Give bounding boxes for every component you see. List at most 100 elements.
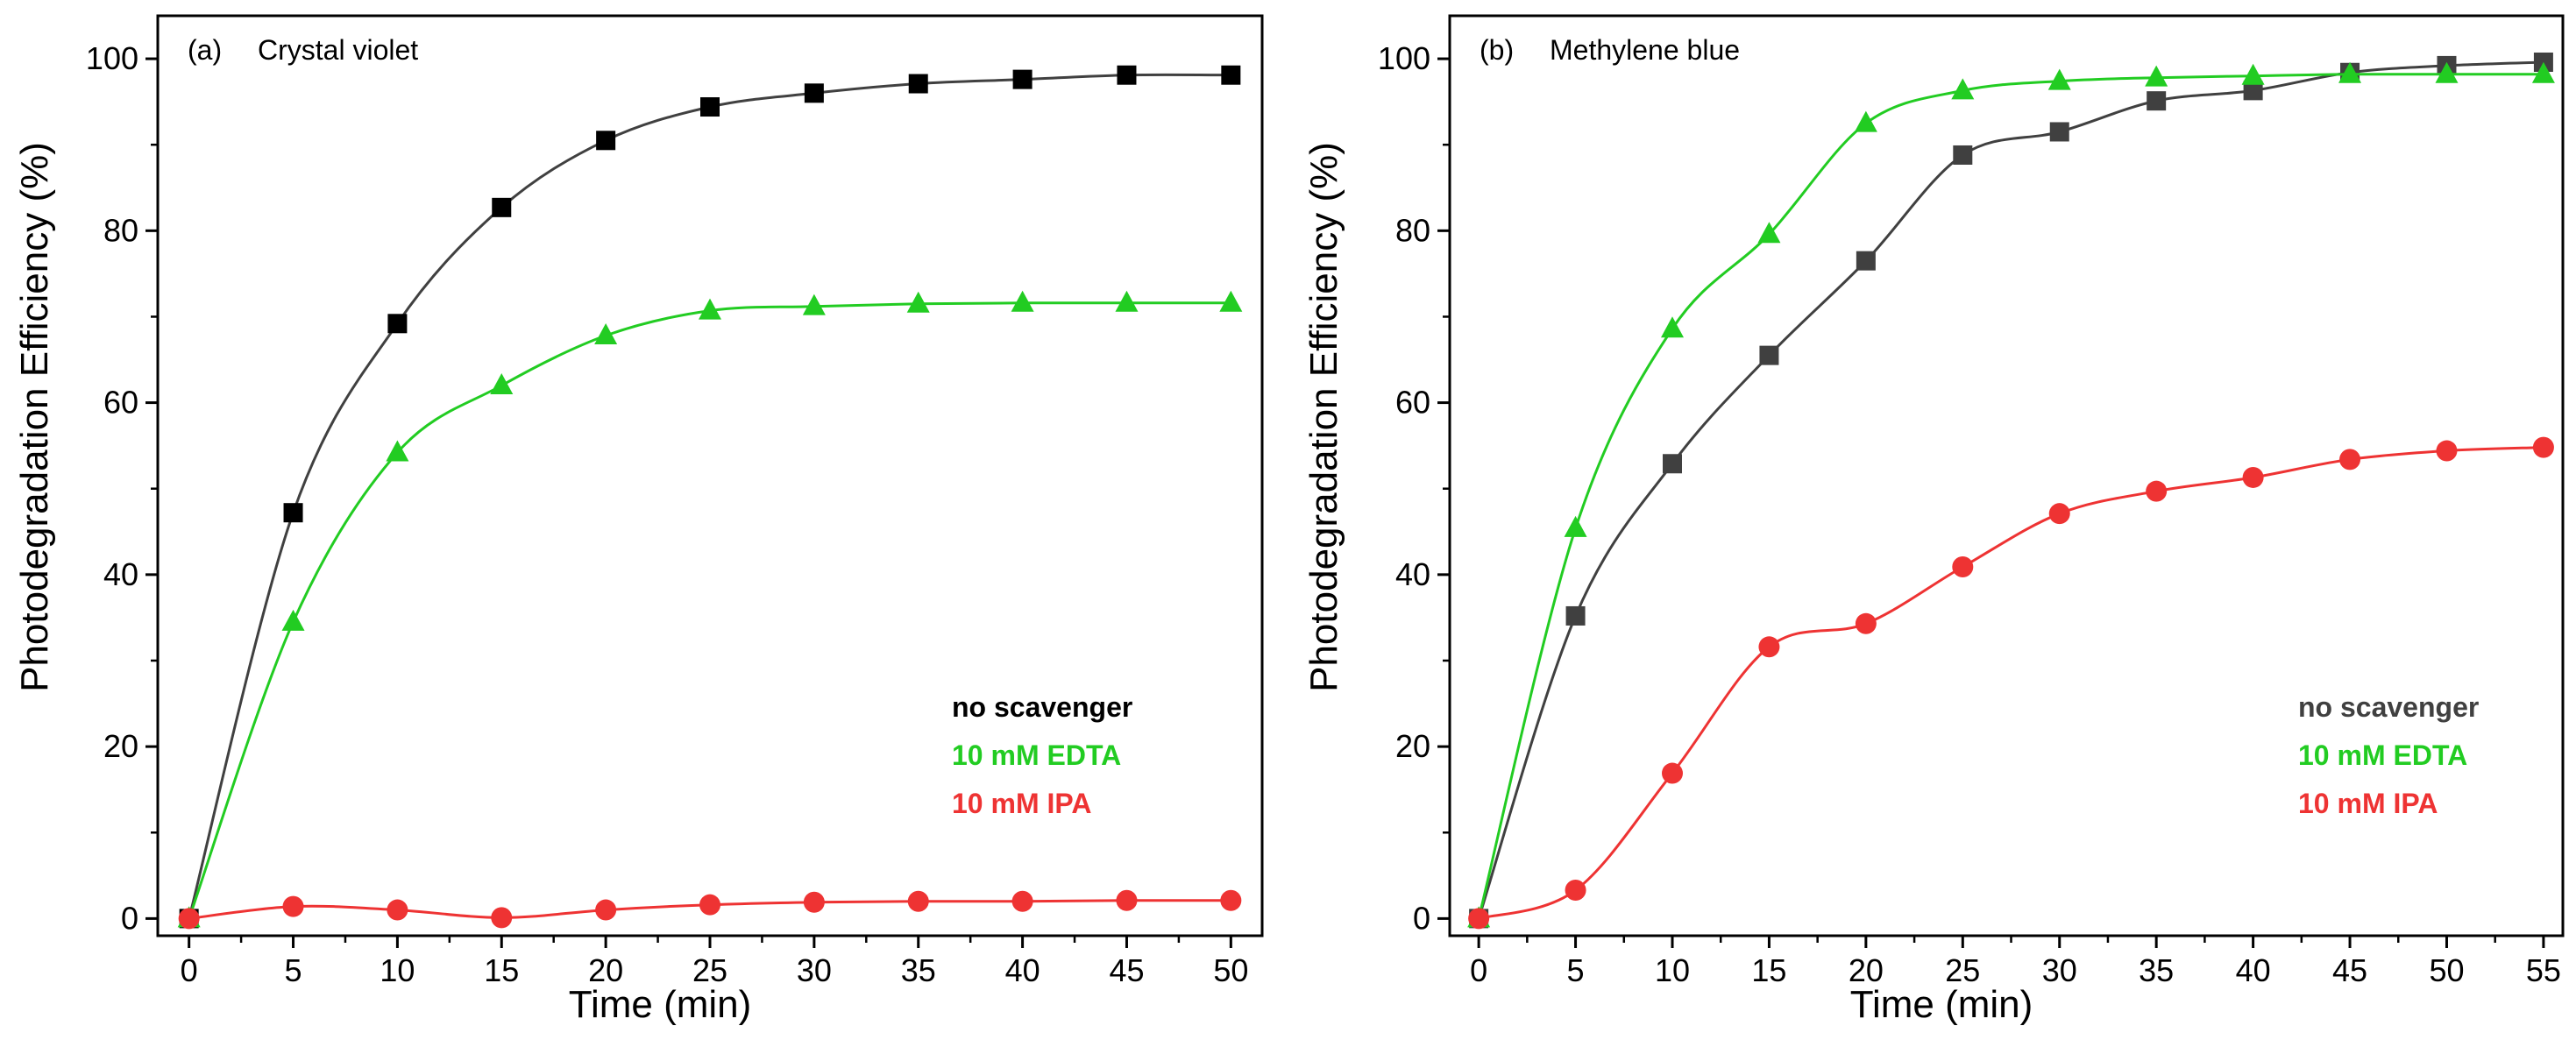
panel-a-data-point-edta — [490, 372, 514, 394]
panel-a-x-tick-label: 10 — [380, 952, 415, 988]
panel-b-y-tick-label: 100 — [1378, 40, 1430, 76]
panel-b-title: Methylene blue — [1550, 34, 1740, 66]
panel-a-y-axis-title: Photodegradation Efficiency (%) — [13, 142, 56, 692]
panel-b-y-tick-label: 40 — [1395, 556, 1430, 592]
panel-a-data-point-ipa — [1011, 890, 1033, 912]
panel-b-y-tick-label: 20 — [1395, 728, 1430, 764]
panel-a-x-tick-label: 20 — [588, 952, 623, 988]
panel-b-x-tick-label: 25 — [1945, 952, 1980, 988]
panel-b-data-point-edta — [2047, 68, 2071, 90]
panel-b-x-tick-label: 15 — [1751, 952, 1786, 988]
panel-b-y-tick-label: 80 — [1395, 212, 1430, 248]
panel-a-data-point-no-scavenger — [700, 97, 720, 117]
panel-b-y-tick-label: 60 — [1395, 385, 1430, 421]
panel-a-data-point-ipa — [699, 894, 720, 916]
panel-b-data-point-ipa — [1662, 762, 1683, 784]
panel-a-data-point-no-scavenger — [596, 131, 616, 151]
panel-b-data-point-ipa — [2339, 449, 2361, 470]
panel-b-x-tick-label: 10 — [1655, 952, 1690, 988]
panel-b-data-point-ipa — [1565, 879, 1586, 901]
panel-a-y-tick-label: 100 — [86, 40, 138, 76]
panel-a-data-point-edta — [1219, 290, 1243, 312]
panel-b-data-point-edta — [2241, 63, 2265, 85]
panel-a-data-point-edta — [594, 323, 618, 345]
panel-a-x-axis-title: Time (min) — [569, 983, 752, 1026]
panel-b-x-tick-label: 50 — [2429, 952, 2464, 988]
panel-a-data-point-ipa — [1220, 889, 1242, 911]
panel-a-title: Crystal violet — [258, 34, 418, 66]
panel-b-data-point-ipa — [1758, 636, 1780, 658]
panel-a-data-point-ipa — [491, 907, 513, 929]
panel-b-x-axis-title: Time (min) — [1850, 983, 2033, 1026]
panel-a-x-tick-label: 50 — [1213, 952, 1248, 988]
panel-b-data-point-ipa — [2242, 466, 2264, 488]
panel-a-data-point-edta — [1115, 290, 1139, 312]
panel-a-x-tick-label: 0 — [181, 952, 198, 988]
panel-b-data-point-edta — [1951, 78, 1975, 100]
panel-a-data-point-edta — [906, 291, 930, 313]
panel-a-data-point-no-scavenger — [1117, 65, 1137, 85]
panel-b-data-point-ipa — [1468, 908, 1490, 930]
panel-b-data-point-edta — [2435, 61, 2459, 83]
panel-a-data-point-edta — [281, 609, 305, 631]
panel-a-x-tick-label: 45 — [1109, 952, 1144, 988]
panel-a-data-point-edta — [699, 298, 721, 320]
panel-b-data-point-edta — [1757, 222, 1781, 244]
panel-b-data-point-edta — [2145, 65, 2168, 87]
panel-a-data-point-edta — [386, 440, 409, 462]
panel-b-x-tick-label: 0 — [1470, 952, 1487, 988]
panel-b-data-point-no-scavenger — [2049, 122, 2069, 142]
panel-a-y-tick-label: 80 — [103, 212, 138, 248]
panel-a-crystal-violet: (a) Crystal violet Time (min) Photodegra… — [13, 14, 1264, 1026]
panel-b-x-tick-label: 45 — [2332, 952, 2367, 988]
panel-b-x-tick-label: 40 — [2236, 952, 2271, 988]
panel-b-x-tick-label: 20 — [1849, 952, 1884, 988]
panel-b-data-point-no-scavenger — [1565, 605, 1586, 626]
panel-b-legend-ipa: 10 mM IPA — [2298, 788, 2438, 819]
panel-b-data-point-ipa — [2532, 436, 2554, 458]
panel-b-y-axis-title: Photodegradation Efficiency (%) — [1302, 142, 1345, 692]
panel-a-data-point-ipa — [1116, 889, 1138, 911]
panel-b-data-point-edta — [1854, 110, 1877, 132]
panel-a-data-point-ipa — [282, 895, 304, 917]
panel-a-data-point-ipa — [595, 899, 617, 921]
panel-b-data-point-no-scavenger — [1663, 454, 1682, 474]
panel-b-methylene-blue: (b) Methylene blue Time (min) Photodegra… — [1302, 14, 2565, 1026]
panel-b-series-line-ipa — [1478, 446, 2544, 920]
panel-b-data-point-ipa — [2146, 480, 2168, 502]
panel-a-plot-frame — [156, 14, 1264, 937]
panel-a-data-point-no-scavenger — [804, 83, 824, 103]
panel-a-data-point-no-scavenger — [908, 74, 928, 94]
panel-a-data-point-no-scavenger — [1012, 69, 1033, 89]
panel-a-x-tick-label: 25 — [692, 952, 727, 988]
panel-a-y-tick-label: 0 — [121, 900, 138, 936]
panel-a-label: (a) — [188, 34, 222, 66]
panel-a-data-point-edta — [802, 294, 826, 315]
panel-b-data-point-ipa — [1855, 612, 1877, 634]
panel-a-series-line-edta — [188, 301, 1231, 919]
panel-b-data-point-no-scavenger — [2243, 81, 2263, 101]
panel-a-data-point-ipa — [803, 891, 825, 913]
panel-a-data-point-no-scavenger — [387, 314, 408, 334]
panel-b-x-tick-label: 30 — [2042, 952, 2077, 988]
panel-a-x-tick-label: 5 — [285, 952, 302, 988]
panel-b-x-tick-label: 5 — [1567, 952, 1585, 988]
panel-b-x-tick-label: 55 — [2526, 952, 2561, 988]
panel-b-legend-no-scavenger: no scavenger — [2298, 691, 2479, 723]
panel-a-data-point-ipa — [178, 908, 200, 930]
panel-a-data-point-ipa — [387, 899, 408, 921]
panel-a-x-tick-label: 15 — [484, 952, 519, 988]
panel-b-data-point-edta — [1661, 316, 1684, 338]
panel-a-legend-no-scavenger: no scavenger — [952, 691, 1132, 723]
panel-a-legend-ipa: 10 mM IPA — [952, 788, 1091, 819]
panel-a-data-point-no-scavenger — [283, 503, 303, 523]
panel-a-y-tick-label: 40 — [103, 556, 138, 592]
panel-b-plot-frame — [1448, 14, 2565, 937]
panel-b-x-tick-label: 35 — [2139, 952, 2174, 988]
panel-a-data-point-no-scavenger — [1221, 65, 1241, 85]
panel-a-y-tick-label: 60 — [103, 385, 138, 421]
panel-a-data-point-no-scavenger — [492, 197, 512, 217]
panel-a-legend-edta: 10 mM EDTA — [952, 739, 1121, 771]
panel-a-x-tick-label: 40 — [1005, 952, 1040, 988]
